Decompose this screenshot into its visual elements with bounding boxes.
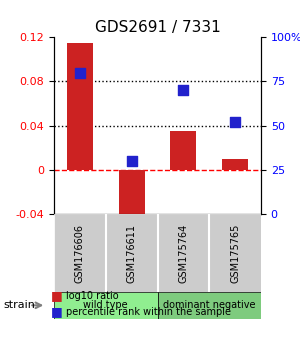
Title: GDS2691 / 7331: GDS2691 / 7331 [94,19,220,35]
Text: GSM175765: GSM175765 [230,223,240,283]
FancyBboxPatch shape [158,292,261,319]
Text: dominant negative: dominant negative [163,300,256,310]
Text: GSM176606: GSM176606 [75,224,85,282]
FancyBboxPatch shape [54,292,158,319]
FancyBboxPatch shape [54,214,106,292]
Text: percentile rank within the sample: percentile rank within the sample [66,307,231,316]
Text: ■: ■ [51,289,63,302]
Text: GSM176611: GSM176611 [127,224,136,282]
Bar [170,131,196,170]
Text: GSM175764: GSM175764 [178,223,188,283]
Point [77,70,82,75]
Point [233,119,238,125]
FancyBboxPatch shape [158,214,209,292]
Bar [119,170,145,225]
Text: wild type: wild type [83,300,128,310]
Text: strain: strain [3,300,35,310]
FancyBboxPatch shape [106,214,158,292]
Bar [222,159,248,170]
Text: ■: ■ [51,305,63,318]
FancyBboxPatch shape [209,214,261,292]
Point [129,158,134,164]
Bar [67,43,93,170]
Text: log10 ratio: log10 ratio [66,291,118,301]
Point [181,87,186,93]
